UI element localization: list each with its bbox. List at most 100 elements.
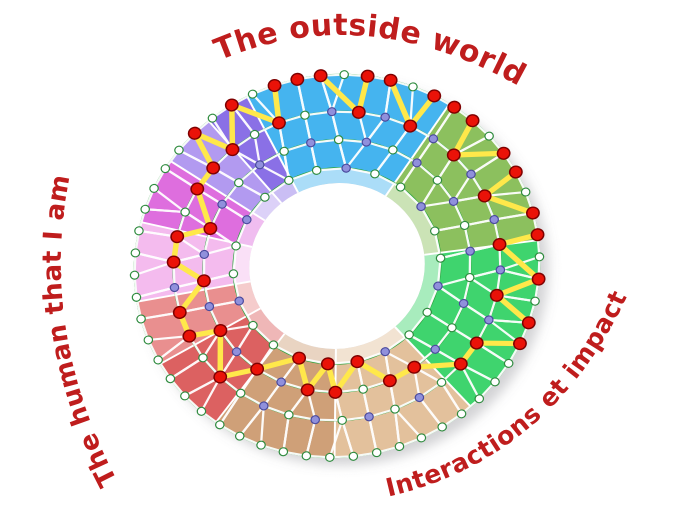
trait-node bbox=[437, 422, 447, 432]
trait-node-filled bbox=[412, 158, 422, 168]
trait-node-filled bbox=[380, 347, 390, 357]
trait-node bbox=[130, 248, 141, 258]
journey-edge bbox=[217, 327, 224, 380]
trait-node-filled bbox=[276, 377, 286, 387]
trait-node bbox=[207, 113, 218, 123]
journey-node bbox=[508, 165, 523, 179]
journey-node bbox=[446, 148, 461, 162]
journey-node bbox=[196, 274, 211, 288]
journey-node bbox=[521, 316, 536, 330]
journey-node bbox=[513, 337, 527, 351]
sector-divider bbox=[384, 103, 451, 197]
trait-node bbox=[198, 353, 208, 363]
trait-node bbox=[153, 355, 163, 365]
trait-node-filled bbox=[242, 215, 252, 225]
journey-edge bbox=[229, 102, 282, 126]
journey-node bbox=[224, 98, 239, 112]
sector-pink-light bbox=[134, 222, 253, 302]
trait-node-filled bbox=[466, 169, 476, 179]
trait-node-filled bbox=[484, 315, 494, 325]
trait-node-filled bbox=[433, 281, 443, 291]
journey-node bbox=[203, 221, 218, 236]
journey-node bbox=[320, 357, 335, 371]
donut-hole bbox=[249, 183, 425, 349]
trait-node bbox=[432, 175, 443, 185]
trait-node-filled bbox=[430, 344, 441, 354]
sector-divider bbox=[207, 120, 283, 204]
trait-node bbox=[503, 358, 514, 368]
trait-node-filled bbox=[204, 302, 215, 312]
journey-node bbox=[382, 374, 397, 388]
trait-node bbox=[395, 182, 406, 192]
journey-node bbox=[313, 69, 328, 83]
trait-node bbox=[337, 415, 347, 425]
trait-node-filled bbox=[231, 347, 242, 357]
trait-node-filled bbox=[495, 265, 506, 275]
trait-node-filled bbox=[416, 202, 426, 212]
inner-fade-band bbox=[233, 167, 441, 365]
journey-node bbox=[477, 189, 492, 203]
journey-edge bbox=[387, 77, 413, 129]
journey-node bbox=[166, 255, 181, 269]
trait-node-filled bbox=[465, 246, 475, 256]
journey-node bbox=[225, 143, 240, 157]
trait-node-filled bbox=[217, 199, 227, 209]
trait-node bbox=[430, 226, 440, 236]
journey-node bbox=[489, 288, 504, 302]
trait-node bbox=[235, 388, 246, 398]
journey-node bbox=[492, 237, 507, 252]
trait-node-filled bbox=[254, 160, 265, 170]
trait-node bbox=[196, 406, 207, 416]
trait-node-filled bbox=[327, 107, 337, 117]
journey-edge bbox=[473, 340, 523, 347]
trait-node bbox=[180, 391, 190, 401]
trait-node bbox=[339, 70, 349, 80]
journey-node bbox=[525, 206, 540, 220]
journey-node bbox=[172, 305, 187, 319]
trait-node bbox=[484, 131, 494, 141]
trait-node bbox=[456, 409, 467, 419]
sector-tan-dark bbox=[215, 333, 336, 458]
trait-node-filled bbox=[258, 401, 269, 411]
label-human-that-i-am: The human that I am bbox=[38, 172, 124, 491]
journey-edge bbox=[494, 276, 542, 298]
trait-node bbox=[474, 394, 485, 404]
journey-edge bbox=[496, 241, 542, 282]
journey-node bbox=[383, 73, 398, 87]
trait-node bbox=[325, 452, 335, 462]
journey-node bbox=[290, 72, 305, 86]
journey-node bbox=[292, 351, 307, 365]
trait-node-filled bbox=[448, 196, 459, 206]
trait-node bbox=[408, 82, 418, 92]
trait-node bbox=[268, 340, 279, 350]
trait-node bbox=[248, 320, 258, 330]
trait-node bbox=[370, 169, 380, 179]
trait-node bbox=[228, 269, 239, 279]
trait-node bbox=[234, 431, 245, 441]
trait-node bbox=[136, 314, 146, 324]
trait-node bbox=[390, 404, 400, 414]
trait-node bbox=[149, 183, 159, 193]
trait-node bbox=[459, 220, 470, 230]
trait-node bbox=[447, 323, 457, 333]
trait-node bbox=[284, 410, 294, 420]
journey-edge bbox=[191, 130, 236, 153]
trait-node bbox=[131, 292, 142, 302]
sector-tan-light bbox=[334, 326, 471, 458]
trait-node bbox=[311, 165, 322, 175]
trait-node-filled bbox=[306, 138, 316, 148]
trait-node bbox=[140, 204, 150, 214]
journey-node bbox=[170, 230, 185, 244]
trait-node bbox=[129, 270, 140, 280]
trait-node bbox=[215, 420, 225, 430]
journey-node bbox=[531, 272, 546, 286]
trait-node-filled bbox=[341, 163, 351, 173]
journey-node bbox=[465, 114, 480, 128]
journey-edge bbox=[451, 150, 507, 158]
trait-node bbox=[435, 253, 446, 263]
journey-node bbox=[187, 126, 202, 140]
journey-node bbox=[496, 146, 511, 160]
trait-node bbox=[416, 433, 427, 443]
